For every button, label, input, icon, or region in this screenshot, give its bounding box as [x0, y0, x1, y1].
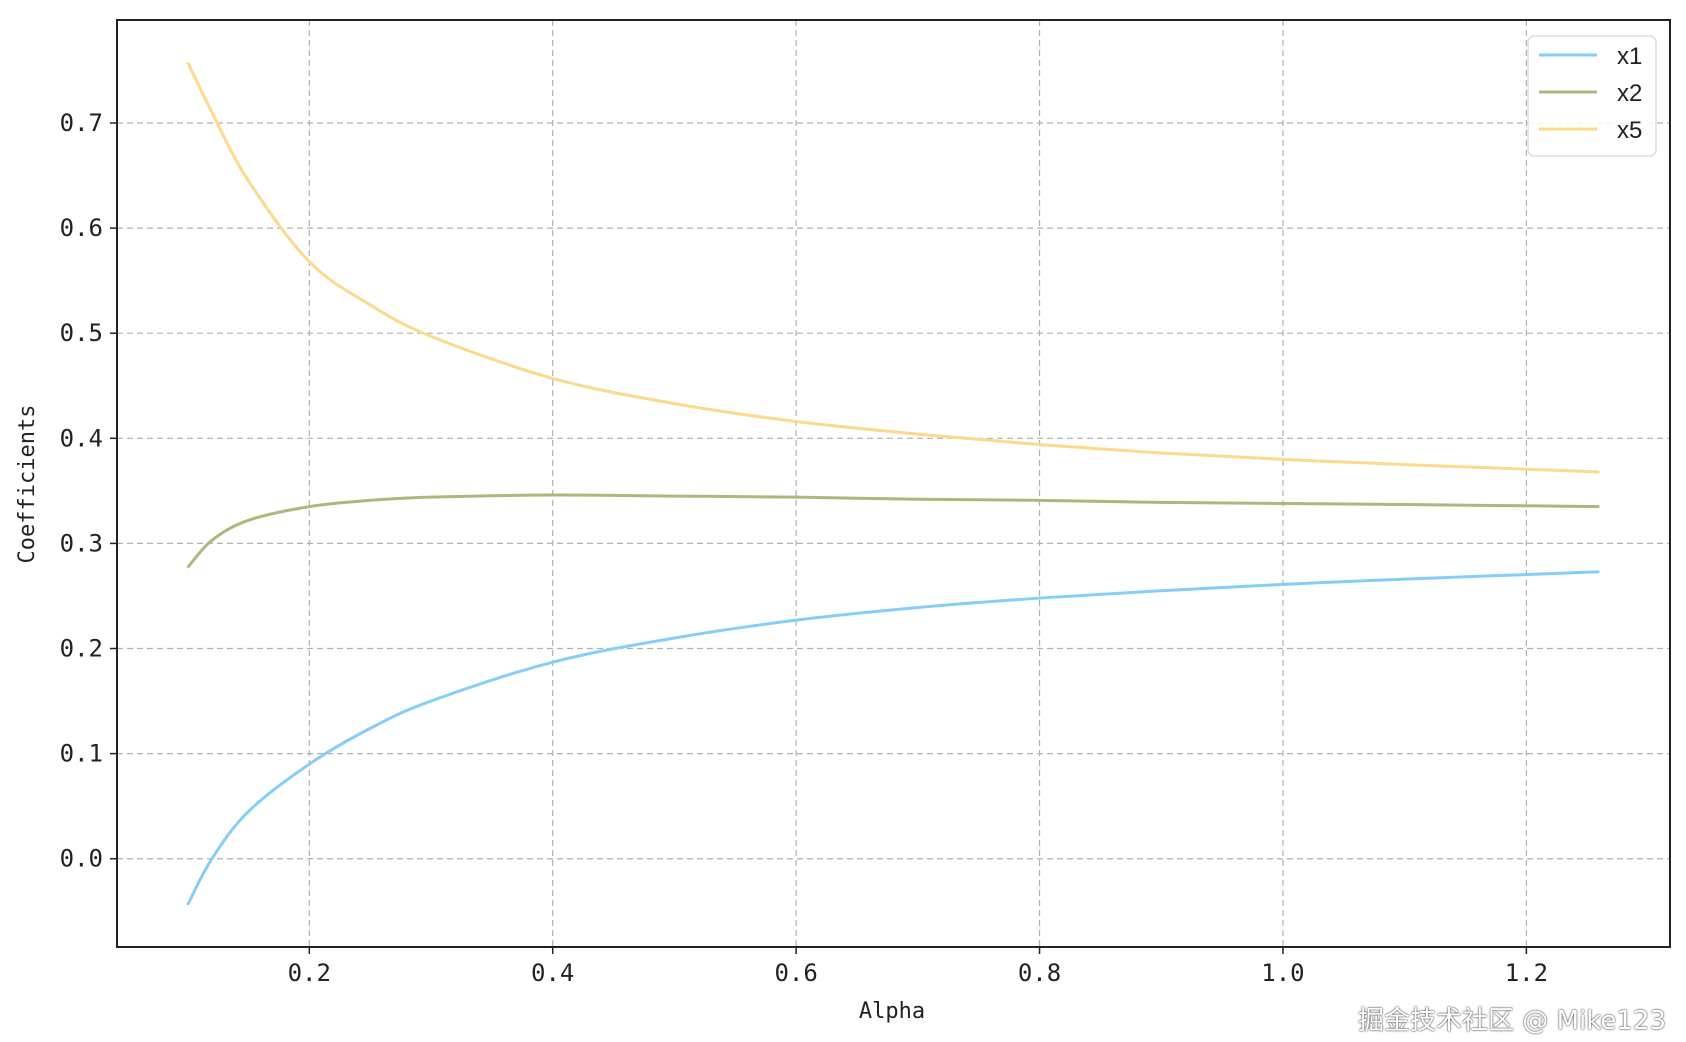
series-line-x5 — [186, 61, 1600, 474]
y-tick-label: 0.2 — [60, 635, 103, 663]
y-tick-label: 0.4 — [60, 424, 103, 452]
legend-label-x2: x2 — [1617, 80, 1642, 107]
x-axis-label: Alpha — [859, 999, 925, 1024]
x-tick-label: 1.0 — [1261, 959, 1304, 987]
x-tick-label: 0.8 — [1018, 959, 1061, 987]
y-tick-label: 0.7 — [60, 109, 103, 137]
series-line-x1 — [186, 570, 1600, 906]
legend-label-x1: x1 — [1617, 43, 1642, 70]
x-tick-label: 0.6 — [774, 959, 817, 987]
x-tick-label: 1.2 — [1505, 959, 1548, 987]
legend: x1 x2 x5 — [1527, 35, 1657, 157]
watermark: 掘金技术社区 @ Mike123 — [1358, 1006, 1666, 1036]
series-lines — [186, 61, 1600, 906]
y-tick-label: 0.6 — [60, 214, 103, 242]
y-tick-label: 0.0 — [60, 845, 103, 873]
y-tick-label: 0.1 — [60, 740, 103, 768]
plot-frame — [116, 19, 1671, 948]
series-line-x2 — [186, 493, 1600, 569]
legend-label-x5: x5 — [1617, 117, 1642, 144]
y-axis-label: Coefficients — [15, 405, 40, 564]
y-tick-label: 0.5 — [60, 319, 103, 347]
legend-box — [1527, 35, 1657, 157]
grid — [117, 20, 1670, 947]
y-tick-label: 0.3 — [60, 529, 103, 557]
ticks: 0.2 0.4 0.6 0.8 1.0 1.2 0.0 0.1 0.2 0.3 0.4 0.5 0.6 0… — [60, 109, 1548, 987]
x-tick-label: 0.4 — [531, 959, 574, 987]
x-tick-label: 0.2 — [288, 959, 331, 987]
